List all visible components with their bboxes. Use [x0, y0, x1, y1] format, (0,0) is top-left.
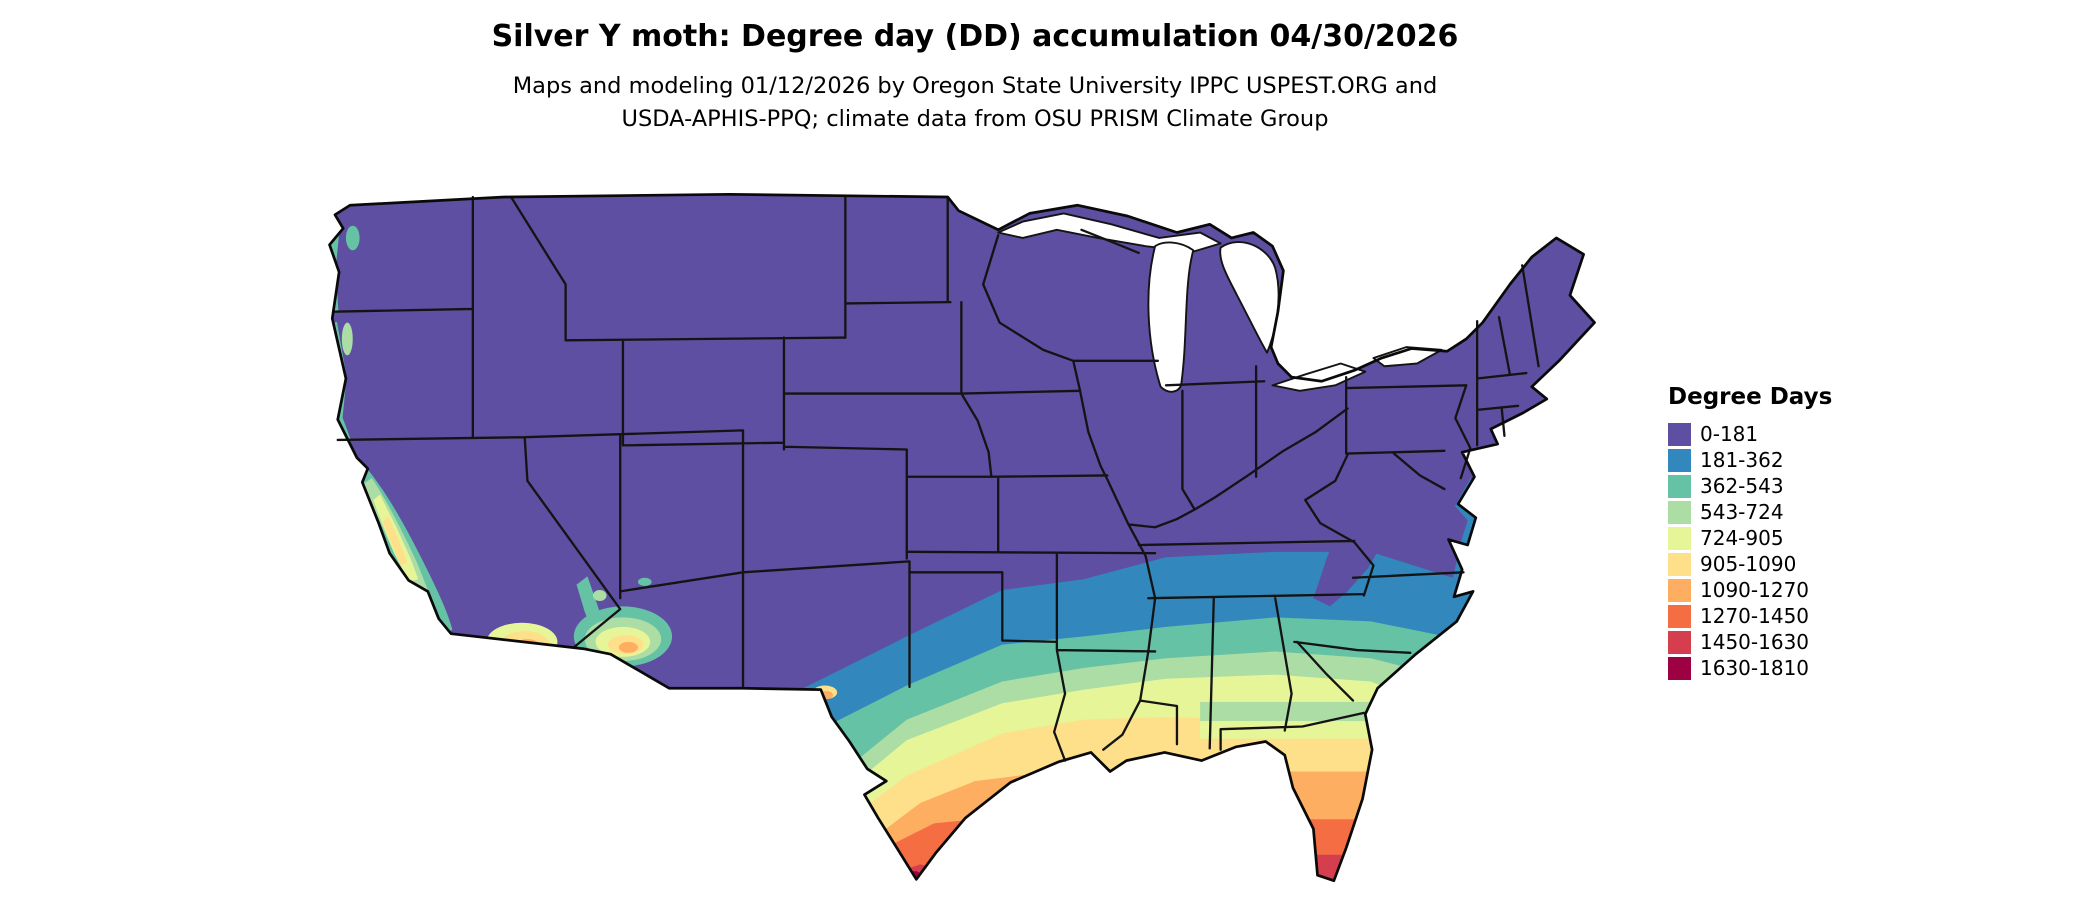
degree-day-bands [329, 194, 1595, 881]
subtitle-line-2: USDA-APHIS-PPQ; climate data from OSU PR… [621, 106, 1329, 133]
legend-item: 181-362 [1668, 447, 1832, 473]
legend-item: 905-1090 [1668, 551, 1832, 577]
band-1270-1450 [483, 819, 1595, 881]
legend-color-swatch [1668, 474, 1691, 498]
great-lakes [997, 212, 1443, 393]
band-905-1090 [483, 716, 1595, 881]
state-borders [332, 195, 1540, 762]
title-block: Silver Y moth: Degree day (DD) accumulat… [320, 18, 1630, 137]
legend-item: 1630-1810 [1668, 655, 1832, 681]
legend-item: 1450-1630 [1668, 629, 1832, 655]
legend-item-label: 543-724 [1700, 500, 1784, 524]
band-1090-1270 [483, 774, 1595, 881]
legend-item: 0-181 [1668, 421, 1832, 447]
legend-item-label: 181-362 [1700, 448, 1784, 472]
legend-item: 724-905 [1668, 525, 1832, 551]
lake-ontario [1372, 346, 1443, 368]
map-title: Silver Y moth: Degree day (DD) accumulat… [491, 19, 1459, 54]
lake-huron [1219, 241, 1280, 354]
legend-color-swatch [1668, 656, 1691, 680]
band-1450-1630 [483, 864, 1595, 881]
legend-color-swatch [1668, 448, 1691, 472]
legend-item-label: 724-905 [1700, 526, 1784, 550]
legend: Degree Days 0-181 181-362 362-543 543-72… [1668, 384, 1832, 681]
band-724-905 [483, 674, 1595, 881]
legend-item-label: 905-1090 [1700, 552, 1797, 576]
legend-item-label: 1090-1270 [1700, 578, 1810, 602]
legend-item: 543-724 [1668, 499, 1832, 525]
legend-color-swatch [1668, 500, 1691, 524]
lake-erie [1271, 362, 1367, 392]
us-degree-day-map [328, 192, 1596, 883]
subtitle-line-1: Maps and modeling 01/12/2026 by Oregon S… [512, 72, 1438, 99]
legend-color-swatch [1668, 422, 1691, 446]
legend-item-label: 1450-1630 [1700, 630, 1810, 654]
legend-title: Degree Days [1668, 384, 1833, 410]
map-subtitle: Maps and modeling 01/12/2026 by Oregon S… [320, 70, 1630, 138]
legend-item: 1090-1270 [1668, 577, 1832, 603]
legend-color-swatch [1668, 578, 1691, 602]
legend-color-swatch [1668, 526, 1691, 550]
legend-item-label: 1630-1810 [1700, 656, 1810, 680]
legend-item-label: 362-543 [1700, 474, 1784, 498]
legend-item: 1270-1450 [1668, 603, 1832, 629]
legend-color-swatch [1668, 630, 1691, 654]
legend-item: 362-543 [1668, 473, 1832, 499]
us-map-outline [328, 192, 1596, 883]
legend-color-swatch [1668, 604, 1691, 628]
legend-item-label: 0-181 [1700, 422, 1759, 446]
legend-color-swatch [1668, 552, 1691, 576]
legend-item-label: 1270-1450 [1700, 604, 1810, 628]
band-543-724 [483, 651, 1595, 881]
map-area [320, 186, 1630, 904]
